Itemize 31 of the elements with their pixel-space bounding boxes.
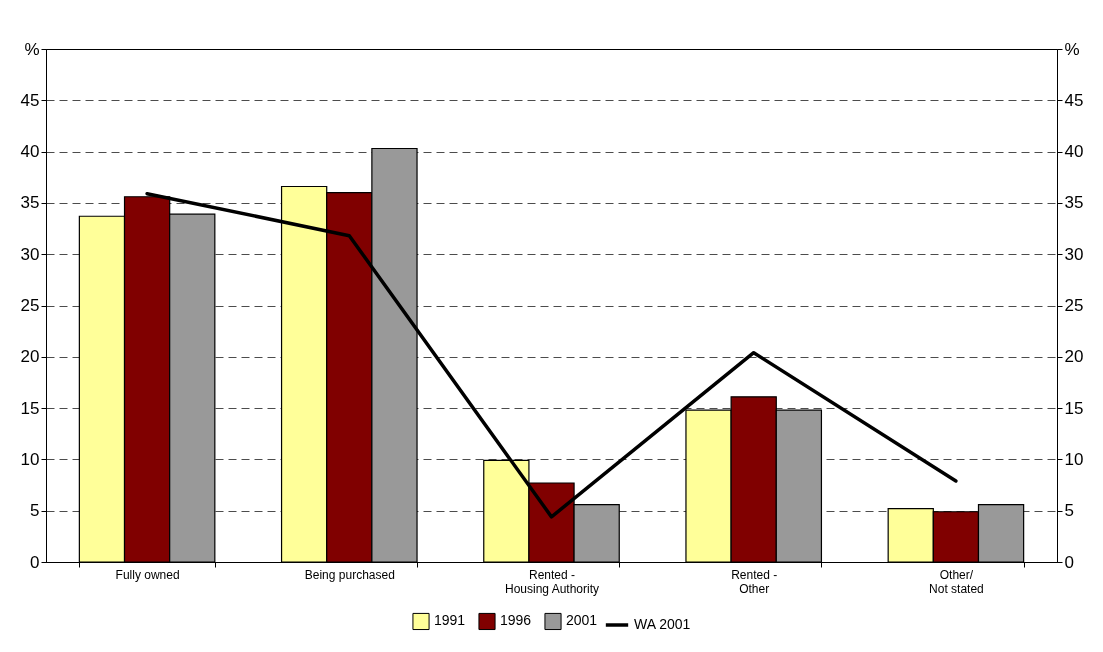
y-tick-label: 0 xyxy=(30,552,40,572)
legend-label: WA 2001 xyxy=(634,616,691,632)
y-tick-label: 45 xyxy=(20,90,40,110)
x-tick-label: Rented - Housing Authority xyxy=(504,567,600,596)
y2-tick-label: 30 xyxy=(1064,244,1084,264)
y-tick-label: 30 xyxy=(20,244,40,264)
y2-tick-label: % xyxy=(1064,39,1080,59)
y2-tick-label: 35 xyxy=(1064,193,1084,213)
y2-tick-label: 5 xyxy=(1064,501,1074,521)
legend-label: 2001 xyxy=(566,612,598,629)
y-tick-label: 35 xyxy=(20,193,40,213)
x-tick-label: Rented - Other xyxy=(731,567,778,596)
y-tick-label: 40 xyxy=(20,142,40,162)
x-tick-label: Other/ Not stated xyxy=(929,567,984,596)
y2-tick-label: 25 xyxy=(1064,296,1084,315)
y-tick-label: % xyxy=(24,39,40,59)
y2-tick-label: 15 xyxy=(1064,398,1084,418)
y-tick-label: 20 xyxy=(20,347,40,367)
y2-tick-label: 20 xyxy=(1064,347,1084,367)
x-tick-label: Being purchased xyxy=(304,567,395,582)
x-tick-label: Fully owned xyxy=(115,567,180,582)
legend-label: 1996 xyxy=(500,612,532,629)
y2-tick-label: 0 xyxy=(1064,552,1074,572)
y-tick-label: 15 xyxy=(20,398,40,418)
y2-tick-label: 45 xyxy=(1064,90,1084,110)
legend-label: 1991 xyxy=(434,612,466,629)
y-tick-label: 5 xyxy=(30,501,40,521)
y-tick-label: 25 xyxy=(20,296,40,315)
y2-tick-label: 10 xyxy=(1064,449,1084,469)
y-tick-label: 10 xyxy=(20,449,40,469)
y2-tick-label: 40 xyxy=(1064,142,1084,162)
